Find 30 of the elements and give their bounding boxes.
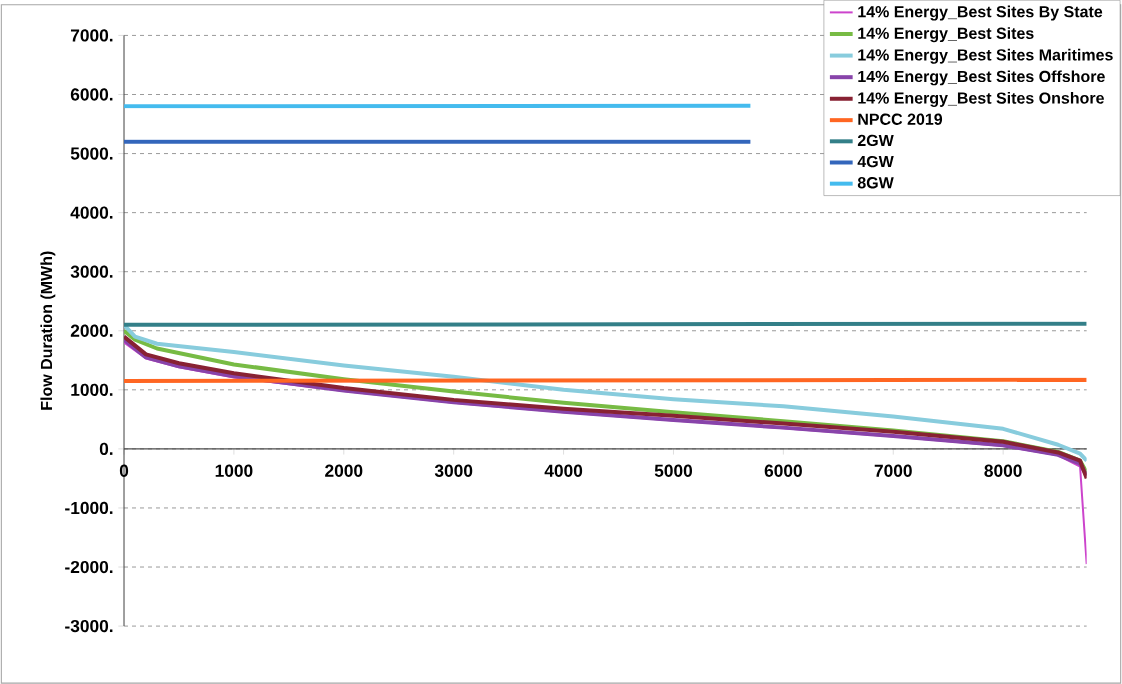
y-tick-label: 7000.	[70, 29, 113, 42]
legend-label: 4GW	[857, 155, 894, 168]
legend-label: 14% Energy_Best Sites Offshore	[858, 70, 1105, 86]
legend-label: NPCC 2019	[858, 113, 943, 125]
x-tick-label: 0	[119, 464, 129, 477]
legend-label: 8GW	[857, 176, 894, 189]
legend-label: 14% Energy_Best Sites By State	[858, 5, 1103, 21]
legend-label: 2GW	[857, 134, 894, 146]
legend-label: 14% Energy_Best Sites Onshore	[858, 91, 1104, 107]
x-tick-label: 8000	[984, 464, 1022, 477]
y-tick-label: -1000.	[65, 501, 113, 514]
y-tick-label: 0.	[99, 442, 113, 455]
x-tick-label: 7000	[874, 464, 912, 477]
x-tick-label: 6000	[764, 464, 802, 477]
y-tick-label: -2000.	[65, 560, 113, 573]
x-tick-label: 4000	[544, 464, 583, 477]
y-tick-label: -3000.	[65, 619, 113, 633]
y-tick-label: 4000.	[70, 206, 113, 219]
x-tick-label: 2000	[325, 464, 363, 477]
y-tick-label: 5000.	[70, 147, 113, 160]
y-tick-label: 6000.	[70, 88, 113, 101]
legend-label: 14% Energy_Best Sites Maritimes	[858, 48, 1113, 64]
y-axis-title: Flow Duration (MWh)	[40, 251, 56, 410]
y-tick-label: 1000.	[71, 383, 113, 396]
legend-label: 14% Energy_Best Sites	[858, 27, 1034, 42]
y-tick-label: 3000.	[70, 265, 113, 278]
y-tick-label: 2000.	[70, 324, 113, 337]
x-tick-label: 3000	[434, 464, 473, 477]
x-tick-label: 1000	[215, 464, 253, 477]
x-tick-label: 5000	[654, 464, 693, 477]
